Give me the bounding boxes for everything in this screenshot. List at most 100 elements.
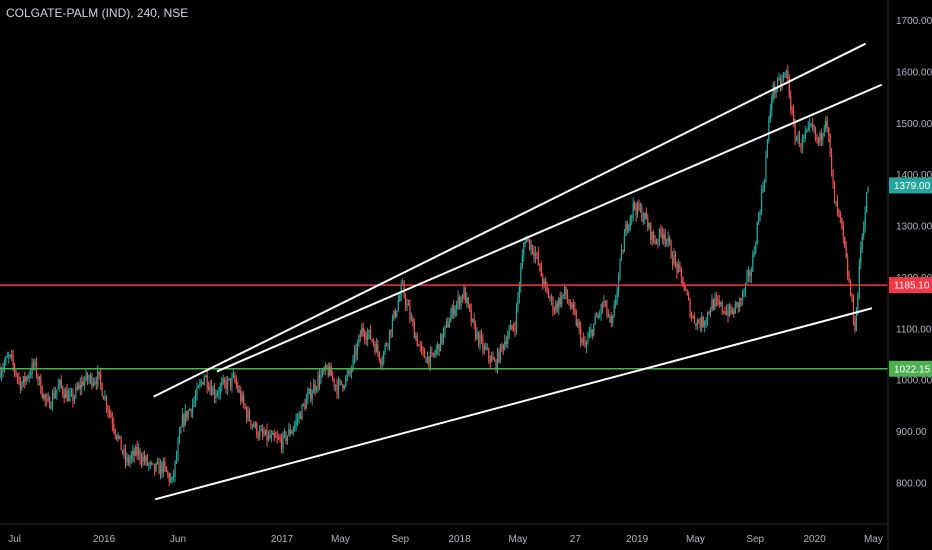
candle-body: [145, 456, 147, 462]
candle-body: [394, 310, 396, 317]
candle-body: [489, 357, 491, 363]
candle-body: [510, 324, 512, 330]
candle-body: [351, 369, 353, 373]
candle-body: [46, 399, 48, 401]
candle-body: [19, 378, 22, 390]
candle-body: [527, 238, 529, 240]
candle-body: [485, 346, 487, 350]
candle-body: [396, 310, 398, 317]
candle-body: [501, 344, 503, 346]
candle-body: [607, 314, 609, 317]
candle-body: [498, 351, 500, 362]
candle-body: [439, 334, 442, 352]
candle-body: [88, 378, 90, 381]
candle-body: [133, 450, 135, 456]
candle-body: [634, 202, 636, 209]
candle-body: [479, 335, 481, 345]
candle-body: [291, 431, 293, 434]
candle-body: [126, 457, 128, 462]
candle-body: [616, 290, 618, 301]
candle-body: [696, 319, 698, 326]
candle-body: [213, 388, 216, 398]
candle-body: [651, 231, 653, 240]
candle-body: [278, 437, 280, 439]
candle-body: [50, 405, 52, 409]
candle-body: [73, 396, 76, 402]
candle-body: [603, 301, 605, 307]
candle-body: [727, 310, 729, 317]
candle-body: [107, 408, 109, 411]
candle-body: [305, 398, 307, 409]
candle-body: [304, 404, 306, 409]
candle-body: [175, 456, 178, 461]
candle-body: [130, 455, 132, 460]
candle-body: [308, 388, 310, 394]
candle-body: [736, 302, 738, 304]
candle-body: [32, 362, 35, 366]
candle-body: [422, 349, 424, 351]
candle-body: [709, 311, 712, 313]
candle-body: [677, 264, 680, 273]
candle-body: [615, 300, 617, 305]
candle-body: [254, 422, 256, 427]
candle-body: [402, 283, 404, 286]
candle-body: [235, 380, 237, 385]
candle-body: [173, 475, 175, 478]
candle-body: [523, 244, 525, 256]
candle-body: [693, 317, 696, 324]
levels-layer: [0, 284, 888, 370]
candle-body: [518, 286, 520, 297]
candle-body: [721, 302, 723, 312]
candle-body: [750, 271, 752, 277]
y-tick-label: 1000.00: [896, 376, 932, 387]
candle-body: [209, 386, 211, 390]
candle-body: [445, 321, 448, 326]
candle-body: [418, 344, 420, 346]
candle-body: [801, 137, 804, 148]
candle-body: [355, 350, 357, 356]
candle-body: [315, 387, 318, 391]
candle-body: [348, 370, 350, 375]
candle-body: [426, 356, 429, 363]
candle-body: [638, 202, 640, 210]
candle-body: [803, 137, 805, 139]
candle-body: [591, 329, 593, 336]
candle-body: [79, 384, 81, 389]
candle-body: [199, 383, 201, 387]
candle-body: [313, 384, 315, 394]
candle-body: [393, 310, 395, 320]
candle-body: [349, 370, 351, 373]
candle-body: [704, 323, 706, 327]
candle-body: [508, 329, 510, 338]
candle-body: [273, 433, 275, 437]
x-tick-label: May: [864, 534, 883, 545]
trend-line[interactable]: [216, 83, 883, 373]
candle-body: [431, 352, 433, 354]
candle-body: [572, 303, 574, 309]
candle-body: [463, 287, 465, 299]
candle-body: [16, 375, 19, 378]
candle-body: [793, 111, 795, 125]
candle-body: [368, 329, 370, 334]
candle-body: [91, 375, 93, 386]
candle-body: [229, 378, 232, 387]
trend-line[interactable]: [154, 307, 873, 501]
candle-body: [658, 228, 661, 242]
candle-body: [517, 296, 519, 307]
candle-body: [553, 310, 555, 312]
candle-body: [585, 342, 588, 347]
candle-body: [629, 217, 631, 227]
candle-body: [820, 133, 822, 140]
candle-body: [505, 341, 507, 345]
candle-body: [670, 242, 672, 259]
trend-line[interactable]: [153, 42, 867, 398]
candle-body: [266, 429, 268, 441]
candle-body: [731, 310, 733, 314]
candle-body: [556, 303, 558, 310]
candle-body: [593, 323, 595, 336]
candle-body: [566, 296, 569, 301]
x-tick-label: Jul: [8, 534, 21, 545]
y-tick-label: 900.00: [896, 427, 927, 438]
candle-body: [620, 250, 623, 260]
